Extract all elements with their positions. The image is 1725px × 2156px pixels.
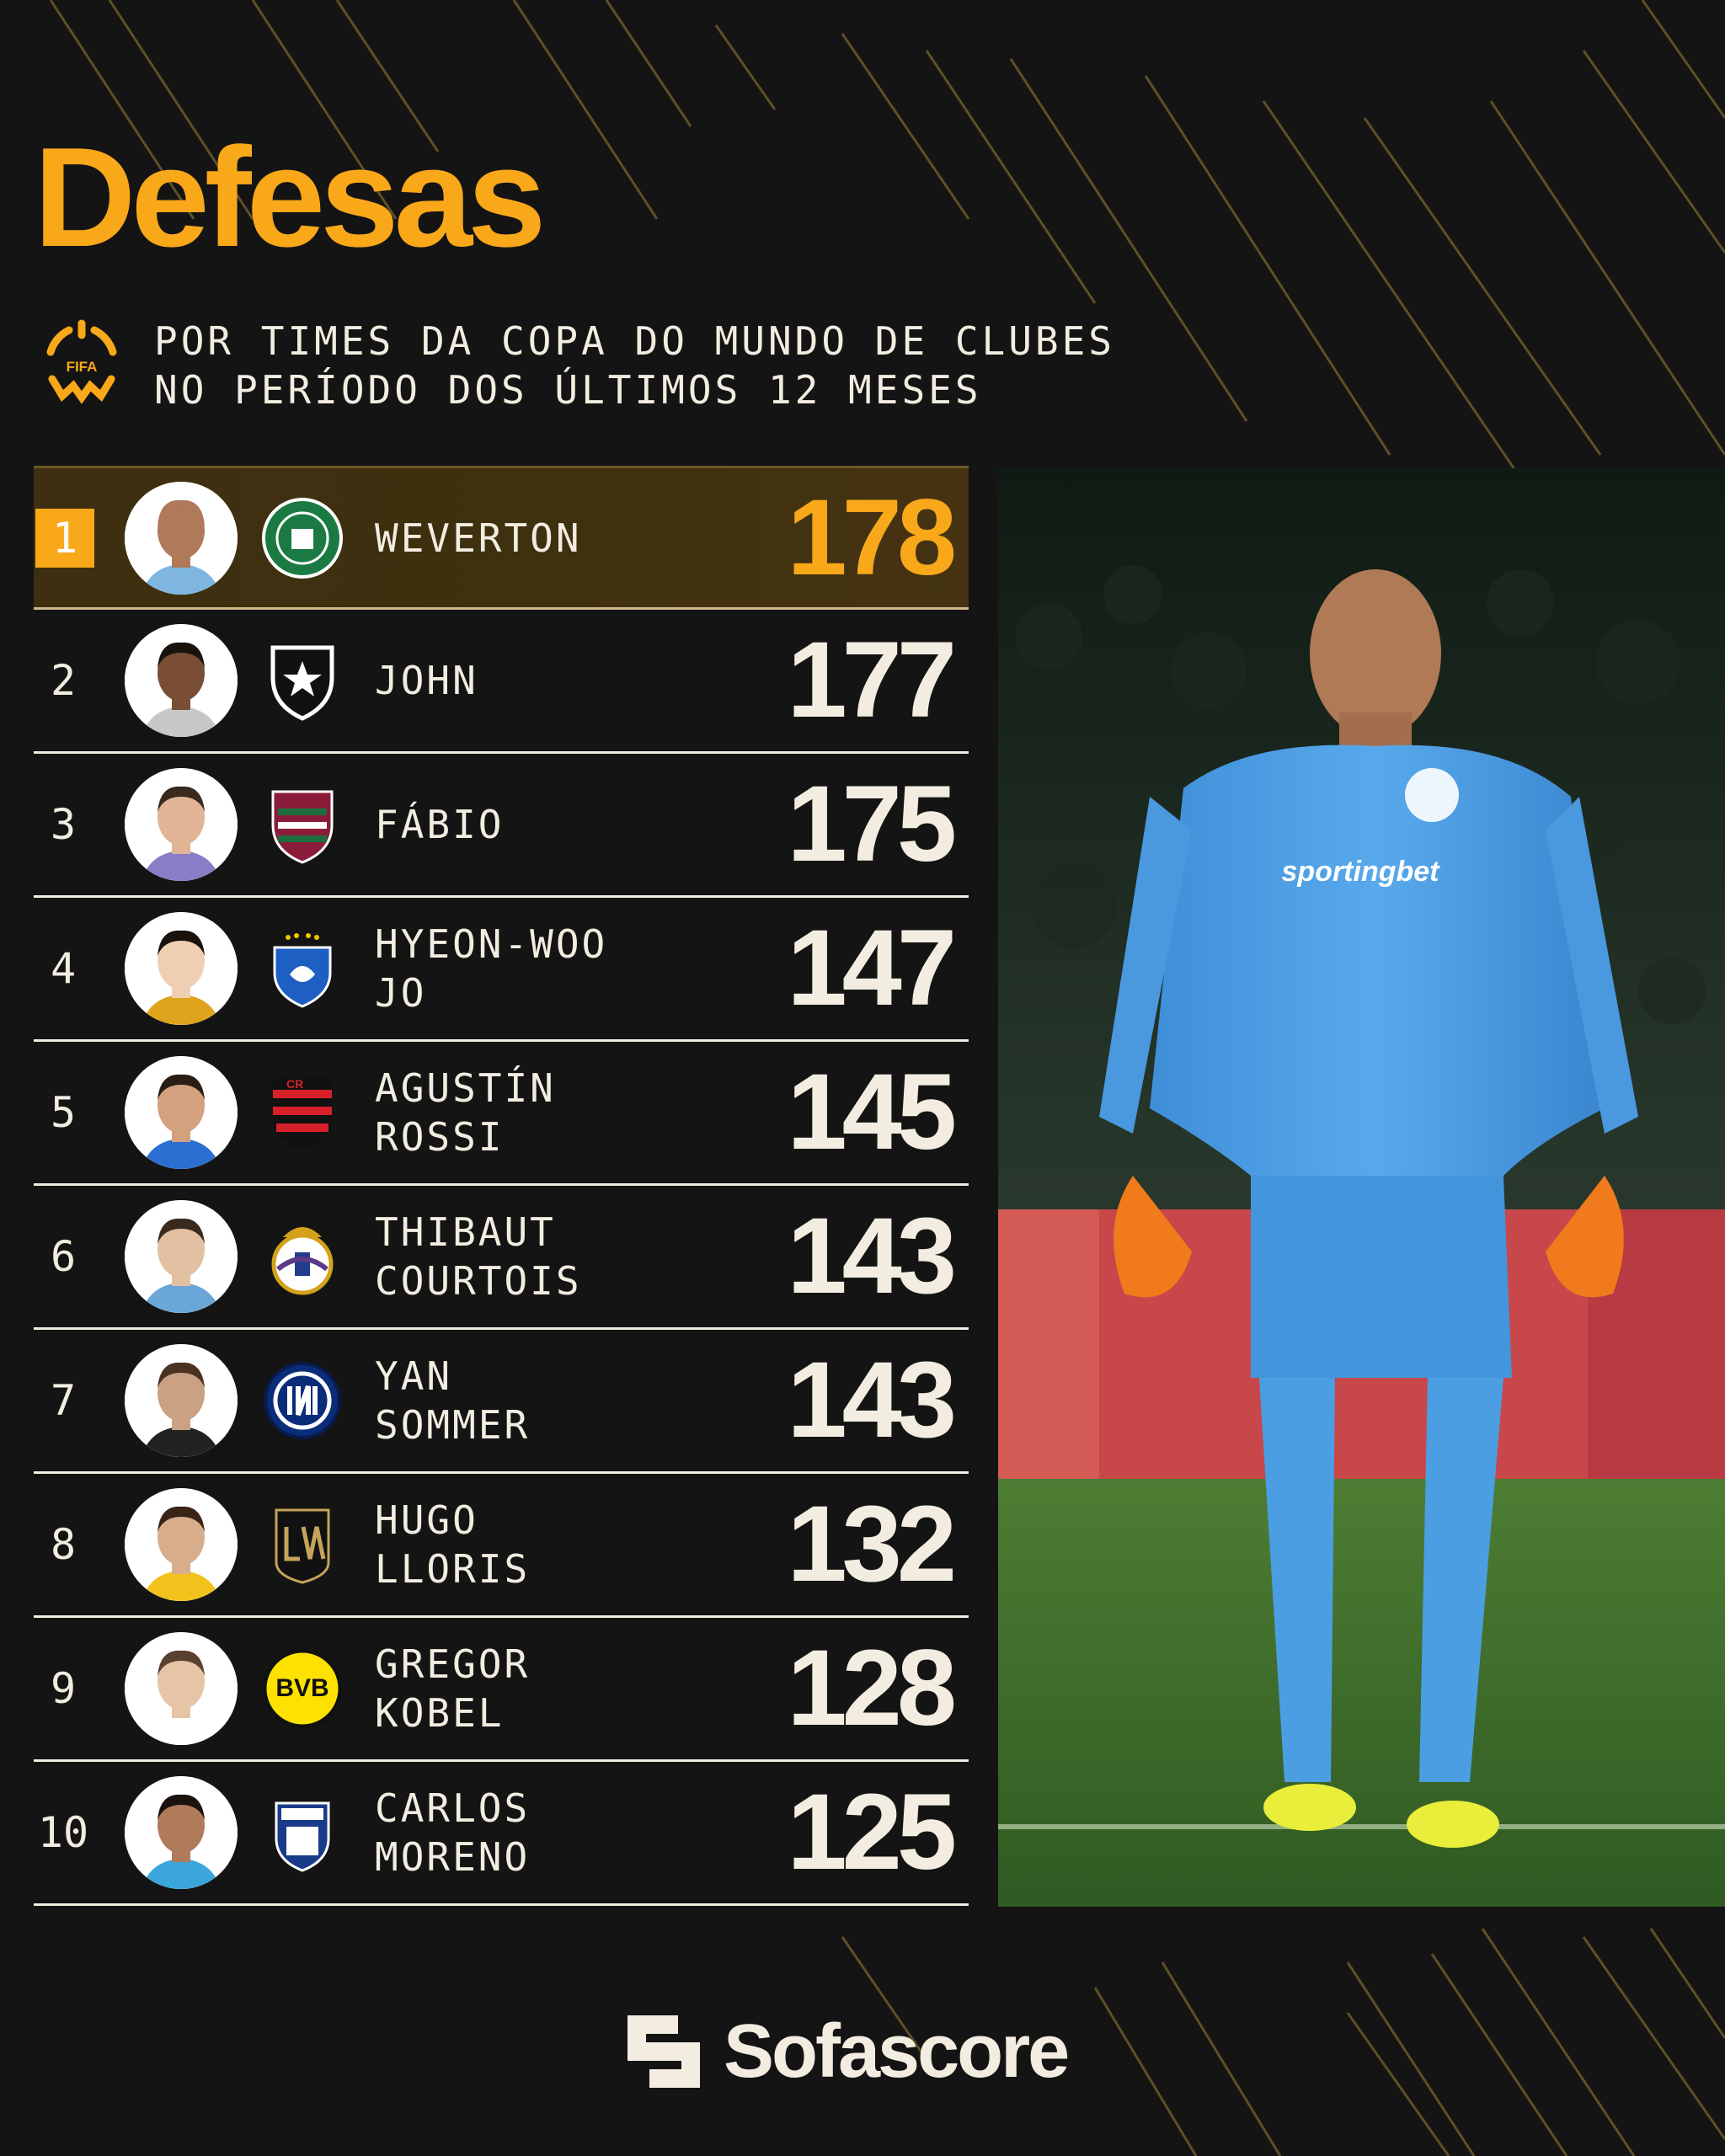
player-name-line-2: LLORIS: [375, 1546, 531, 1592]
player-name-line-1: WEVERTON: [375, 515, 582, 561]
table-row: 7 YAN SOMMER 143: [34, 1330, 969, 1474]
player-name: AGUSTÍN ROSSI: [375, 1064, 556, 1161]
flamengo-crest-icon: CR: [261, 1071, 344, 1154]
player-avatar: [125, 912, 238, 1025]
player-avatar: [125, 768, 238, 881]
rank-label: 5: [50, 1088, 77, 1137]
subtitle: POR TIMES DA COPA DO MUNDO DE CLUBES NO …: [154, 317, 1115, 414]
player-name-line-1: THIBAUT: [375, 1209, 556, 1255]
svg-text:FIFA: FIFA: [67, 359, 98, 375]
sofascore-brand: Sofascore: [628, 2009, 1070, 2094]
svg-text:sportingbet: sportingbet: [1282, 856, 1441, 888]
subtitle-line-2: NO PERÍODO DOS ÚLTIMOS 12 MESES: [154, 367, 982, 413]
lafc-crest-icon: [261, 1503, 344, 1586]
player-name-line-1: GREGOR: [375, 1641, 531, 1687]
player-name: FÁBIO: [375, 800, 504, 849]
player-name-line-2: COURTOIS: [375, 1258, 582, 1304]
table-row: 2 JOHN 177: [34, 610, 969, 754]
player-avatar: [125, 1488, 238, 1601]
ulsan-hd-crest-icon: [261, 927, 344, 1010]
player-name: WEVERTON: [375, 514, 582, 563]
saves-value: 175: [787, 764, 957, 884]
player-name-line-1: FÁBIO: [375, 802, 505, 847]
rank-label: 2: [50, 656, 77, 705]
botafogo-crest-icon: [261, 639, 344, 722]
rank-label: 1: [35, 508, 94, 568]
table-row: 5 CR AGUSTÍN ROSSI 145: [34, 1042, 969, 1186]
player-name: CARLOS MORENO: [375, 1784, 530, 1881]
player-name: HUGO LLORIS: [375, 1496, 530, 1593]
player-name-line-2: SOMMER: [375, 1402, 531, 1448]
player-avatar: [125, 1632, 238, 1745]
pachuca-crest-icon: [261, 1791, 344, 1874]
player-name-line-2: ROSSI: [375, 1114, 505, 1160]
player-avatar: [125, 481, 238, 595]
player-name-line-2: JO: [375, 970, 427, 1016]
table-row: 9 BVB GREGOR KOBEL 128: [34, 1618, 969, 1762]
saves-value: 132: [787, 1484, 957, 1604]
player-avatar: [125, 1344, 238, 1457]
player-avatar: [125, 624, 238, 737]
palmeiras-crest-icon: [261, 497, 344, 579]
page-title: Defesas: [34, 118, 546, 276]
player-name-line-1: AGUSTÍN: [375, 1065, 556, 1111]
saves-ranking-table: 1 WEVERTON 178 2 JOHN 177 3 FÁBIO 175 4 HYEON-WOO J…: [34, 466, 969, 1906]
rank-label: 10: [37, 1808, 89, 1857]
player-name-line-1: HYEON-WOO: [375, 921, 608, 967]
table-row: 6 THIBAUT COURTOIS 143: [34, 1186, 969, 1330]
player-name: THIBAUT COURTOIS: [375, 1208, 582, 1305]
table-row: 4 HYEON-WOO JO 147: [34, 898, 969, 1042]
rank-label: 9: [50, 1664, 77, 1713]
saves-value: 125: [787, 1772, 957, 1892]
fluminense-crest-icon: [261, 783, 344, 866]
player-name: HYEON-WOO JO: [375, 920, 607, 1017]
player-avatar: [125, 1776, 238, 1889]
fifa-club-world-cup-logo-icon: FIFA: [35, 318, 128, 411]
saves-value: 147: [787, 908, 957, 1028]
rank-label: 6: [50, 1232, 77, 1281]
player-avatar: [125, 1056, 238, 1169]
player-name-line-1: CARLOS: [375, 1785, 531, 1831]
subtitle-line-1: POR TIMES DA COPA DO MUNDO DE CLUBES: [154, 318, 1115, 364]
rank-label: 4: [50, 944, 77, 993]
sofascore-wordmark: Sofascore: [724, 2009, 1070, 2094]
player-name: GREGOR KOBEL: [375, 1640, 530, 1737]
player-avatar: [125, 1200, 238, 1313]
table-row: 1 WEVERTON 178: [34, 466, 969, 610]
inter-crest-icon: [261, 1359, 344, 1442]
table-row: 3 FÁBIO 175: [34, 754, 969, 898]
player-name-line-1: YAN: [375, 1353, 453, 1399]
saves-value: 145: [787, 1052, 957, 1172]
table-row: 8 HUGO LLORIS 132: [34, 1474, 969, 1618]
player-name-line-1: HUGO: [375, 1497, 478, 1543]
real-madrid-crest-icon: [261, 1215, 344, 1298]
goalkeeper-photo: sportingbet: [998, 468, 1725, 1907]
player-name: YAN SOMMER: [375, 1352, 530, 1449]
saves-value: 143: [787, 1340, 957, 1460]
saves-value: 178: [787, 477, 957, 598]
player-name-line-1: JOHN: [375, 658, 478, 703]
saves-value: 177: [787, 620, 957, 740]
player-name-line-2: KOBEL: [375, 1690, 505, 1736]
player-name-line-2: MORENO: [375, 1834, 531, 1880]
saves-value: 143: [787, 1196, 957, 1316]
sofascore-logo-icon: [628, 2015, 700, 2088]
bvb-crest-icon: BVB: [261, 1647, 344, 1730]
player-name: JOHN: [375, 656, 478, 705]
svg-text:CR: CR: [286, 1077, 303, 1091]
saves-value: 128: [787, 1628, 957, 1748]
rank-label: 8: [50, 1520, 77, 1569]
rank-label: 7: [50, 1376, 77, 1425]
table-row: 10 CARLOS MORENO 125: [34, 1762, 969, 1906]
svg-text:BVB: BVB: [275, 1674, 328, 1702]
rank-label: 3: [50, 800, 77, 849]
